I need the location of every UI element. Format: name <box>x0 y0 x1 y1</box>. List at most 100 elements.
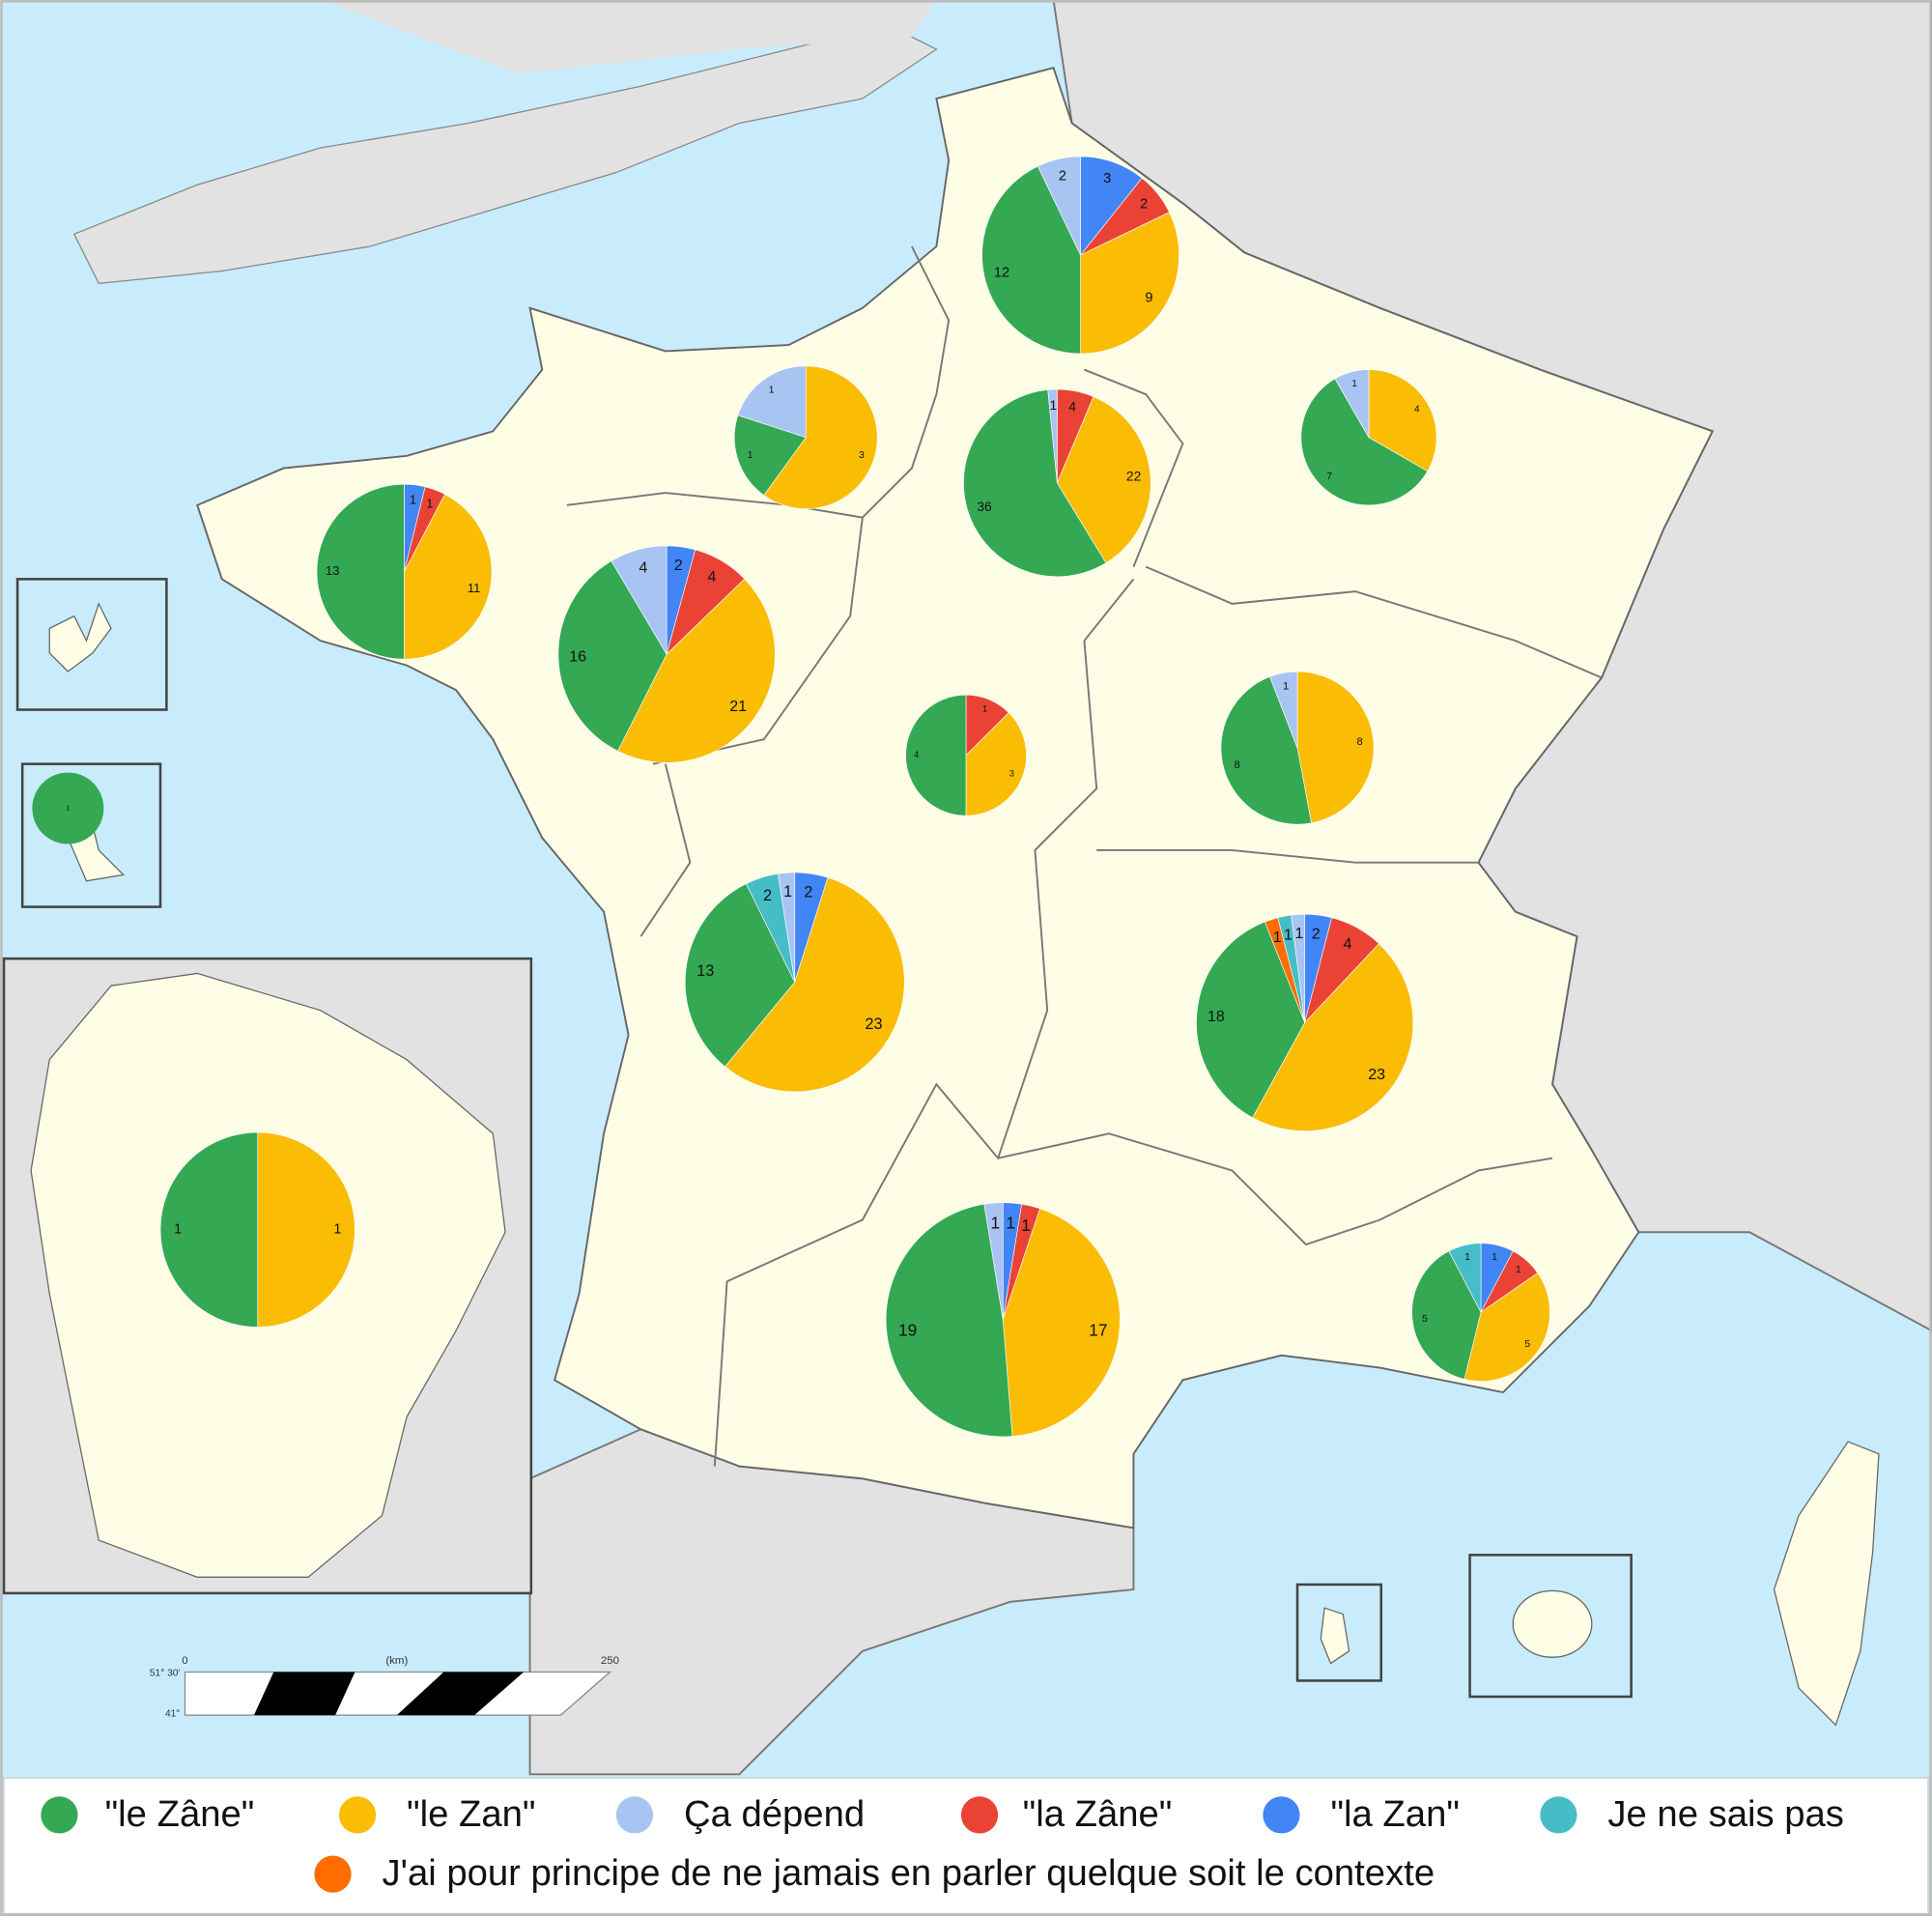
country <box>320 0 937 74</box>
pie-slice <box>1296 671 1375 824</box>
border <box>1145 565 1603 679</box>
pie-slice <box>32 772 104 844</box>
pie-label: 1 <box>333 1221 341 1237</box>
pie-slice <box>1269 671 1298 749</box>
legend-label: "le Zan" <box>407 1793 535 1835</box>
border <box>713 578 1135 1467</box>
border <box>997 1132 1553 1246</box>
pie-slice <box>1080 156 1143 256</box>
pie-label: 2 <box>1140 197 1148 213</box>
pie-slice <box>1368 369 1437 472</box>
pie-label: 17 <box>1089 1320 1107 1339</box>
legend-swatch <box>615 1796 654 1834</box>
pie-slice <box>1037 156 1081 256</box>
legend-label: J'ai pour principe de ne jamais en parle… <box>383 1852 1435 1894</box>
pie-slice <box>557 560 668 752</box>
scale-label: 41° <box>165 1709 180 1720</box>
corsica <box>1773 1441 1880 1727</box>
pie-slice <box>1448 1243 1482 1313</box>
country <box>72 23 938 284</box>
pie-label: 1 <box>1284 926 1293 943</box>
scale-label: 51° 30' <box>150 1668 181 1678</box>
pie-label: 13 <box>696 962 714 980</box>
pie-label: 1 <box>1294 925 1303 942</box>
pie-label: 36 <box>977 499 992 514</box>
pie-slice <box>733 415 807 496</box>
pie-label: 13 <box>326 563 339 578</box>
legend-swatch <box>1540 1796 1577 1834</box>
pie-label: 23 <box>865 1015 882 1033</box>
pie-slice <box>763 365 878 509</box>
pie-slice <box>1047 388 1058 483</box>
pie-label: 18 <box>1208 1008 1225 1025</box>
pie-label: 1 <box>748 449 753 461</box>
pie-label: 2 <box>674 557 683 574</box>
pie-label: 19 <box>898 1320 917 1339</box>
pie-label: 4 <box>639 559 647 577</box>
pie-label: 3 <box>1009 769 1014 779</box>
pie-label: 1 <box>410 492 416 506</box>
pie-label: 8 <box>1235 759 1240 771</box>
pie-slice <box>685 883 796 1068</box>
region-borders <box>566 245 1603 1467</box>
pie-label: 9 <box>1145 290 1152 305</box>
pie-label: 1 <box>990 1213 1000 1232</box>
pie-label: 21 <box>729 698 747 715</box>
pie-slice <box>963 389 1107 578</box>
pie-slice <box>737 365 807 439</box>
pie-label: 1 <box>1351 379 1357 389</box>
pie-label: 1 <box>66 804 70 813</box>
pie-slice <box>159 1131 259 1328</box>
scale-frame <box>184 1671 612 1716</box>
scale-label: 0 <box>182 1655 187 1667</box>
pie-slice <box>1252 943 1414 1131</box>
pie-slice <box>1463 1273 1550 1382</box>
pie-slice <box>965 712 1027 816</box>
border <box>1084 368 1184 567</box>
legend-label: "la Zâne" <box>1023 1793 1173 1835</box>
pie-slice <box>981 165 1081 355</box>
legend-swatch <box>314 1855 352 1893</box>
pie-slice <box>1291 913 1306 1023</box>
pie-label: 4 <box>1414 405 1420 415</box>
legend-box <box>3 1777 1929 1915</box>
pie-slice <box>257 1131 355 1328</box>
pie-slice <box>1057 396 1151 564</box>
pie-label: 2 <box>804 884 812 901</box>
legend-swatch <box>41 1796 78 1834</box>
pie-slice <box>611 545 668 656</box>
pie-label: 1 <box>769 384 775 395</box>
pie-label: 2 <box>1312 925 1321 942</box>
pie-label: 4 <box>1344 935 1352 953</box>
pie-label: 11 <box>468 581 480 595</box>
legend-label: Je ne sais pas <box>1607 1793 1844 1835</box>
pie-label: 1 <box>783 883 792 901</box>
pie-slice <box>1300 378 1429 506</box>
pie-label: 8 <box>1356 736 1362 748</box>
pie-label: 1 <box>174 1221 182 1237</box>
border <box>652 245 951 765</box>
pie-label: 1 <box>1273 929 1282 946</box>
scale-bar: 0 (km) 250 51° 30' 41° <box>150 1655 619 1719</box>
pie-label: 5 <box>1524 1339 1530 1350</box>
pie-label: 1 <box>1464 1252 1470 1263</box>
pie-slice <box>404 494 493 660</box>
pie-slice <box>1002 1208 1121 1437</box>
pie-slice <box>778 872 796 983</box>
pie-label: 2 <box>763 887 772 904</box>
pie-slice <box>316 483 405 660</box>
pie-label: 3 <box>1103 171 1111 186</box>
pie-slice <box>885 1203 1013 1438</box>
pie-slice <box>1334 369 1370 439</box>
pie-label: 7 <box>1327 472 1333 482</box>
pie-slice <box>724 876 905 1093</box>
legend-swatch <box>1263 1796 1300 1834</box>
pie-label: 16 <box>569 647 586 665</box>
pie-slice <box>1080 212 1179 355</box>
pie-label: 4 <box>708 568 717 586</box>
pie-label: 1 <box>982 704 987 714</box>
pie-slice <box>1196 921 1306 1119</box>
